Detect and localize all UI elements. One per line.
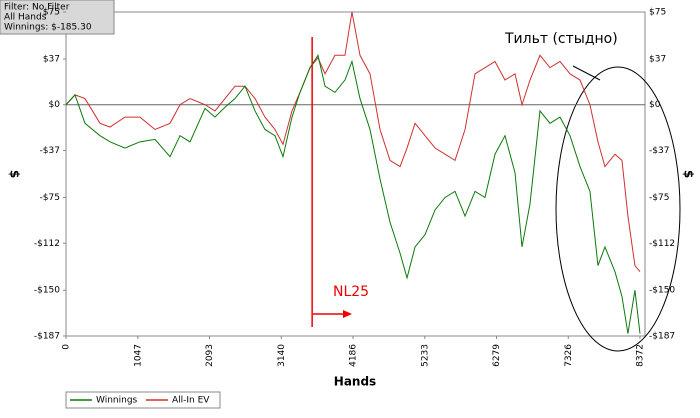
y-tick-label: -$37 [40, 146, 60, 156]
x-tick-label: 7326 [564, 344, 574, 367]
y-tick-label: -$75 [40, 193, 60, 203]
annotation-text: Тильт (стыдно) [504, 31, 618, 47]
info-box [0, 0, 115, 35]
y-tick-label: -$112 [649, 239, 675, 249]
x-tick-label: 6279 [492, 344, 502, 367]
annotation-pointer [572, 65, 601, 81]
x-tick-label: 0 [62, 344, 72, 350]
x-axis-label: Hands [334, 375, 376, 389]
x-tick-label: 8372 [636, 344, 646, 367]
y-tick-label: -$187 [649, 332, 675, 342]
y-tick-label: -$187 [34, 332, 60, 342]
y-tick-label: $75 [649, 8, 666, 18]
y-axis-label: $ [682, 170, 696, 178]
annotation-text: NL25 [333, 284, 369, 300]
x-tick-label: 1047 [133, 344, 143, 367]
annotation-arrowhead [343, 310, 352, 318]
y-tick-label: $37 [43, 54, 60, 64]
y-tick-label: $75 [43, 8, 60, 18]
series-line [65, 54, 641, 334]
tilt-ellipse [555, 66, 681, 352]
y-tick-label: $37 [649, 54, 666, 64]
legend-label: All-In EV [172, 396, 210, 406]
legend-label: Winnings [96, 396, 138, 406]
y-axis-label: $ [8, 170, 22, 178]
y-tick-label: -$37 [649, 146, 669, 156]
x-tick-label: 5233 [420, 344, 430, 367]
series-line [65, 11, 641, 273]
y-tick-label: $0 [649, 100, 661, 110]
y-tick-label: -$150 [34, 286, 60, 296]
x-tick-label: 2093 [205, 344, 215, 367]
legend [65, 391, 221, 409]
x-tick-label: 3140 [277, 344, 287, 367]
x-tick-label: 4186 [349, 344, 359, 367]
y-tick-label: -$75 [649, 193, 669, 203]
info-text: Filter: No Filter [4, 3, 70, 13]
y-tick-label: $0 [49, 100, 61, 110]
y-tick-label: -$112 [34, 239, 60, 249]
y-tick-label: -$150 [649, 286, 675, 296]
info-text: All Hands [4, 13, 47, 23]
info-text: Winnings: $-185.30 [4, 23, 92, 33]
